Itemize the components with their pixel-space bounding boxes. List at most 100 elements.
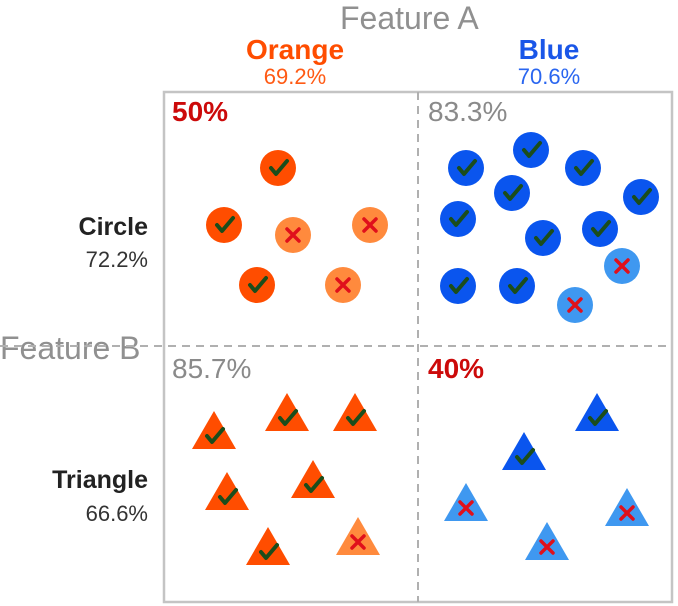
check-icon xyxy=(218,488,238,505)
orange-triangle-correct xyxy=(333,393,377,431)
blue-circle-correct xyxy=(513,132,549,168)
circle-shape xyxy=(623,179,659,215)
triangle-shape xyxy=(444,483,488,521)
row-pct-triangle: 66.6% xyxy=(85,501,148,526)
blue-triangle-wrong xyxy=(605,488,649,526)
cross-icon xyxy=(614,258,630,274)
blue-circle-correct xyxy=(623,179,659,215)
orange-triangle-wrong xyxy=(336,517,380,555)
triangle-shape xyxy=(192,411,236,449)
check-icon xyxy=(457,159,477,176)
blue-circle-correct xyxy=(440,268,476,304)
column-pct-blue: 70.6% xyxy=(517,64,581,89)
circle-shape xyxy=(565,150,601,186)
circle-shape xyxy=(525,220,561,256)
orange-triangle-correct xyxy=(291,460,335,498)
orange-triangle-correct xyxy=(192,411,236,449)
blue-circle-correct xyxy=(499,268,535,304)
feature-b-label: Feature B xyxy=(0,330,141,366)
check-icon xyxy=(508,277,528,294)
triangle-shape xyxy=(333,393,377,431)
triangle-shape xyxy=(246,527,290,565)
row-header-triangle: Triangle xyxy=(52,466,148,494)
feature-a-label: Feature A xyxy=(340,0,479,36)
check-icon xyxy=(269,159,289,176)
check-icon xyxy=(248,276,268,293)
orange-triangle-correct xyxy=(205,472,249,510)
triangle-shape xyxy=(291,460,335,498)
quadrant-pct-blue-circle: 83.3% xyxy=(428,96,508,127)
quadrant-pct-orange-triangle: 85.7% xyxy=(172,353,252,384)
circle-shape xyxy=(494,175,530,211)
orange-circle-wrong xyxy=(275,217,311,253)
orange-triangle-correct xyxy=(265,393,309,431)
check-icon xyxy=(515,448,535,465)
circle-shape xyxy=(582,211,618,247)
cross-icon xyxy=(539,539,555,555)
blue-circle-correct xyxy=(525,220,561,256)
blue-triangle-wrong xyxy=(444,483,488,521)
triangle-shape xyxy=(336,517,380,555)
blue-triangle-correct xyxy=(575,393,619,431)
triangle-shape xyxy=(265,393,309,431)
triangle-shape xyxy=(575,393,619,431)
blue-circle-wrong xyxy=(557,287,593,323)
circle-shape xyxy=(448,150,484,186)
orange-circle-wrong xyxy=(352,207,388,243)
triangle-shape xyxy=(605,488,649,526)
check-icon xyxy=(522,141,542,158)
blue-circle-correct xyxy=(440,201,476,237)
blue-circle-correct xyxy=(448,150,484,186)
row-pct-circle: 72.2% xyxy=(85,247,148,272)
circle-shape xyxy=(260,150,296,186)
circle-shape xyxy=(440,268,476,304)
circle-shape xyxy=(513,132,549,168)
triangle-shape xyxy=(502,432,546,470)
cross-icon xyxy=(285,227,301,243)
check-icon xyxy=(205,427,225,444)
check-icon xyxy=(632,188,652,205)
cross-icon xyxy=(350,534,366,550)
column-header-blue: Blue xyxy=(518,34,580,65)
cross-icon xyxy=(335,277,351,293)
triangle-shape xyxy=(525,522,569,560)
check-icon xyxy=(534,229,554,246)
check-icon xyxy=(574,159,594,176)
check-icon xyxy=(346,409,366,426)
check-icon xyxy=(259,543,279,560)
circle-shape xyxy=(239,267,275,303)
cross-icon xyxy=(362,217,378,233)
check-icon xyxy=(503,184,523,201)
cross-icon xyxy=(619,505,635,521)
row-header-circle: Circle xyxy=(78,213,148,241)
quadrant-pct-blue-triangle: 40% xyxy=(428,353,485,384)
circle-shape xyxy=(440,201,476,237)
check-icon xyxy=(588,409,608,426)
orange-circle-correct xyxy=(206,207,242,243)
check-icon xyxy=(449,210,469,227)
orange-circle-correct xyxy=(260,150,296,186)
orange-triangle-correct xyxy=(246,527,290,565)
quadrant-pct-orange-circle: 50% xyxy=(172,96,229,127)
orange-circle-correct xyxy=(239,267,275,303)
triangle-shape xyxy=(205,472,249,510)
check-icon xyxy=(591,220,611,237)
blue-triangle-wrong xyxy=(525,522,569,560)
blue-triangle-correct xyxy=(502,432,546,470)
circle-shape xyxy=(499,268,535,304)
cross-icon xyxy=(458,500,474,516)
circle-shape xyxy=(206,207,242,243)
blue-circle-correct xyxy=(582,211,618,247)
blue-circle-wrong xyxy=(604,248,640,284)
check-icon xyxy=(449,277,469,294)
check-icon xyxy=(278,409,298,426)
column-header-orange: Orange xyxy=(245,34,345,65)
check-icon xyxy=(215,216,235,233)
blue-circle-correct xyxy=(565,150,601,186)
blue-circle-correct xyxy=(494,175,530,211)
check-icon xyxy=(304,476,324,493)
cross-icon xyxy=(567,297,583,313)
orange-circle-wrong xyxy=(325,267,361,303)
column-pct-orange: 69.2% xyxy=(263,64,327,89)
